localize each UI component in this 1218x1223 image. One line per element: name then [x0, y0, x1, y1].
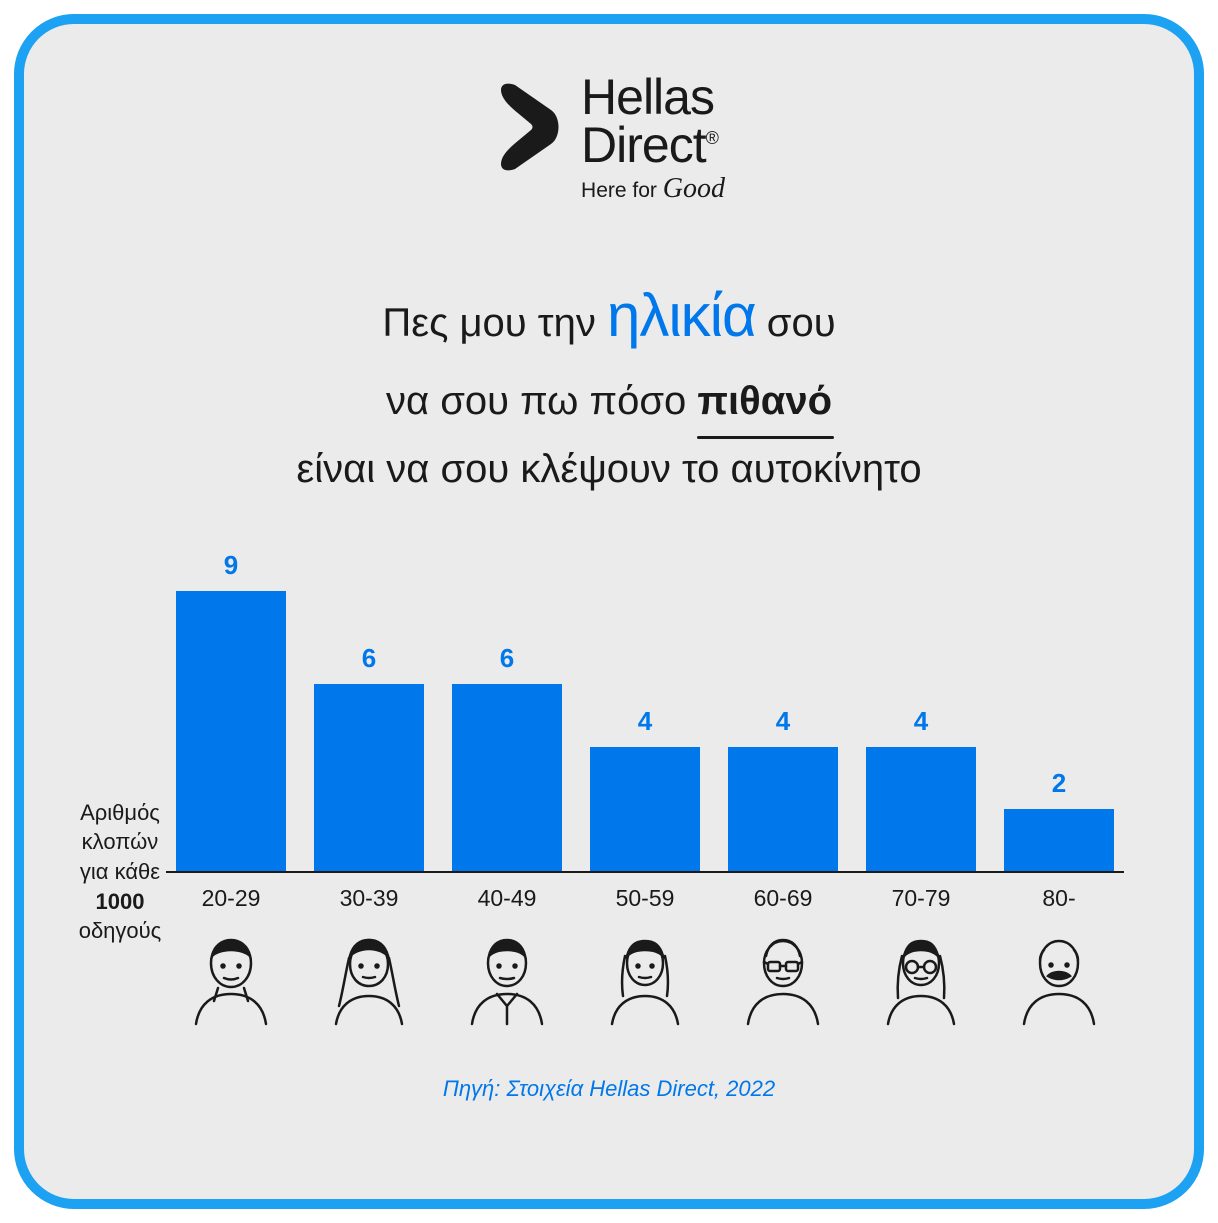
bar-value: 4	[914, 706, 928, 737]
bar-value: 4	[776, 706, 790, 737]
bar	[314, 684, 424, 871]
bar-column: 4	[866, 706, 976, 871]
source-note: Πηγή: Στοιχεία Hellas Direct, 2022	[443, 1076, 775, 1102]
x-category-label: 50-59	[590, 885, 700, 912]
bar-value: 2	[1052, 768, 1066, 799]
bar-column: 4	[728, 706, 838, 871]
bar-column: 6	[314, 643, 424, 871]
x-category-label: 80-	[1004, 885, 1114, 912]
logo-brand-line1: Hellas	[581, 74, 725, 122]
avatars-row	[166, 912, 1124, 1026]
bar-value: 6	[500, 643, 514, 674]
headline-line3: είναι να σου κλέψουν το αυτοκίνητο	[296, 435, 921, 503]
bar-column: 6	[452, 643, 562, 871]
x-category-label: 60-69	[728, 885, 838, 912]
logo-tagline: Here for Good	[581, 173, 725, 205]
logo: Hellas Direct® Here for Good	[493, 74, 725, 205]
logo-brand-line2: Direct®	[581, 122, 725, 170]
avatar-icon	[1004, 926, 1114, 1026]
headline-line2: να σου πω πόσο πιθανό	[296, 367, 921, 435]
avatar-icon	[866, 926, 976, 1026]
x-category-label: 30-39	[314, 885, 424, 912]
avatar-icon	[452, 926, 562, 1026]
headline-line1: Πες μου την ηλικία σου	[296, 265, 921, 367]
avatar-icon	[590, 926, 700, 1026]
y-axis-label: Αριθμός κλοπών για κάθε 1000 οδηγούς	[74, 798, 166, 1026]
bar-column: 2	[1004, 768, 1114, 871]
bar-column: 4	[590, 706, 700, 871]
bar	[866, 747, 976, 871]
infographic-frame: Hellas Direct® Here for Good Πες μου την…	[14, 14, 1204, 1209]
chart-area: Αριθμός κλοπών για κάθε 1000 οδηγούς 9 6 6…	[64, 553, 1154, 1026]
bars-container: 9 6 6 4 4 4 2	[166, 553, 1124, 873]
x-category-label: 70-79	[866, 885, 976, 912]
bar-value: 6	[362, 643, 376, 674]
x-labels: 20-29 30-39 40-49 50-59 60-69 70-79 80-	[166, 873, 1124, 912]
x-category-label: 40-49	[452, 885, 562, 912]
bar	[590, 747, 700, 871]
bar	[1004, 809, 1114, 871]
bar-value: 4	[638, 706, 652, 737]
bar	[452, 684, 562, 871]
avatar-icon	[728, 926, 838, 1026]
logo-mark-icon	[493, 82, 563, 172]
avatar-icon	[176, 926, 286, 1026]
headline: Πες μου την ηλικία σου να σου πω πόσο πι…	[296, 265, 921, 503]
avatar-icon	[314, 926, 424, 1026]
bar	[728, 747, 838, 871]
bar-value: 9	[224, 550, 238, 581]
logo-text: Hellas Direct® Here for Good	[581, 74, 725, 205]
x-category-label: 20-29	[176, 885, 286, 912]
bar-column: 9	[176, 550, 286, 871]
bar	[176, 591, 286, 871]
bars-wrap: 9 6 6 4 4 4 2 20-29 30-39 40-49 50-59 60-69 70-79 80…	[166, 553, 1124, 1026]
